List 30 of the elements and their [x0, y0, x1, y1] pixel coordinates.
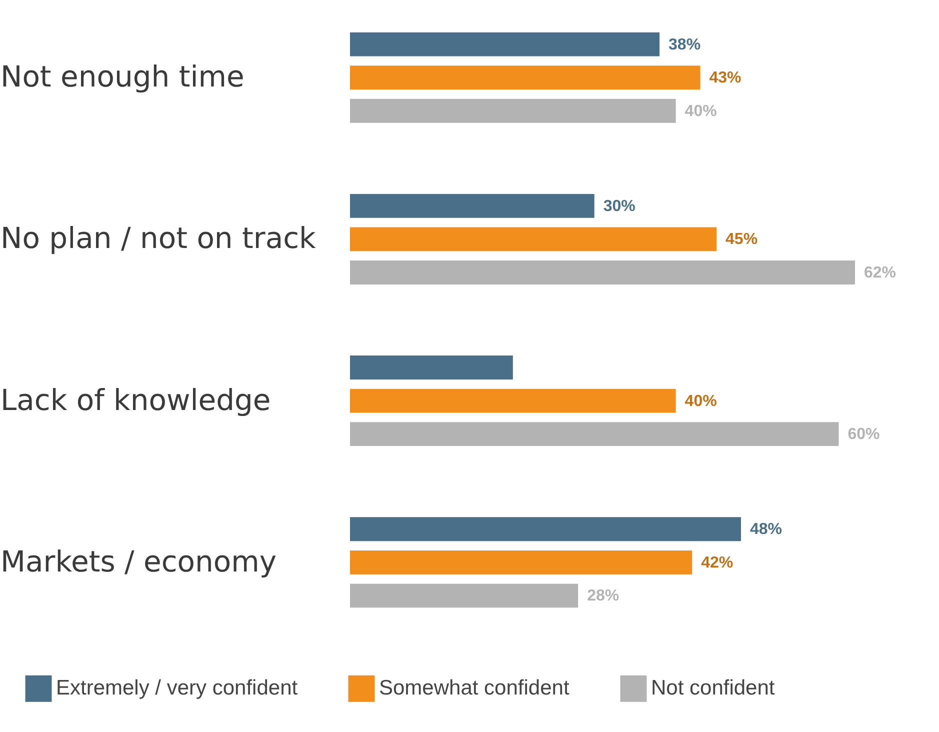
data-label: 48%	[750, 521, 782, 538]
y-tick-label: Markets / economy	[0, 544, 277, 578]
y-tick-label: Not enough time	[0, 60, 244, 94]
bar	[350, 584, 578, 608]
bar	[350, 517, 741, 542]
bar	[350, 32, 660, 56]
data-label: 28%	[587, 588, 620, 605]
bar	[350, 227, 717, 252]
bar	[350, 66, 700, 90]
data-label: 42%	[701, 554, 734, 572]
data-label: 62%	[864, 264, 896, 282]
data-label: 40%	[684, 392, 717, 410]
bar	[350, 550, 692, 574]
data-label: 30%	[603, 198, 636, 215]
y-tick-label: Lack of knowledge	[0, 382, 271, 417]
legend-label: Somewhat confident	[379, 676, 570, 700]
data-label: 40%	[684, 102, 717, 120]
data-label: 43%	[709, 70, 742, 87]
bar	[350, 388, 676, 413]
legend-label: Not confident	[651, 676, 775, 700]
bar	[350, 98, 676, 123]
y-tick-label: No plan / not on track	[0, 221, 316, 256]
bar	[350, 422, 839, 446]
data-label: 38%	[668, 36, 701, 54]
bar	[350, 194, 594, 218]
data-label: 60%	[848, 426, 880, 444]
legend-label: Extremely / very confident	[56, 676, 298, 700]
bar	[350, 260, 855, 284]
data-label: 45%	[726, 231, 758, 248]
bar	[350, 356, 513, 380]
